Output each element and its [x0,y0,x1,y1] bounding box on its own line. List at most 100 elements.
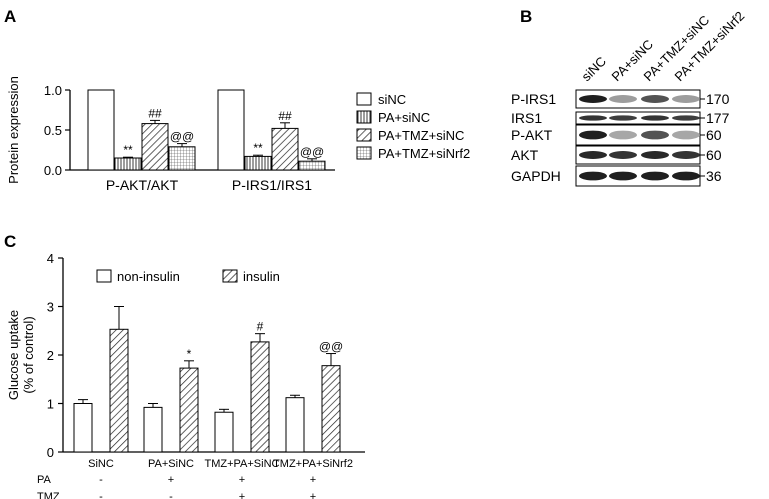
bar [87,89,115,171]
panel-letter-a: A [4,7,16,26]
legend-swatch [96,269,112,283]
bar [285,397,305,453]
y-axis-label-line1: Glucose uptake [6,310,21,400]
category-label: TMZ+PA+SiNrf2 [273,458,353,470]
condition-mark: + [239,491,245,499]
significance-label: @@ [170,130,194,144]
blot-band [609,171,637,181]
lane-label: siNC [579,54,610,85]
blot-band [641,171,669,181]
y-axis-label: Protein expression [6,76,21,184]
category-label: P-IRS1/IRS1 [232,177,312,193]
significance-label: # [257,320,264,334]
blot-band [672,130,700,140]
condition-mark: + [239,474,245,486]
significance-label: @@ [319,340,343,354]
condition-mark: - [99,474,103,486]
legend-swatch [356,92,372,106]
y-tick-label: 0 [47,445,54,460]
significance-label: ## [148,106,162,120]
panel-letter-c: C [4,232,16,251]
blot-band [672,151,700,159]
blot-row-label: IRS1 [511,110,542,126]
legend-label: PA+siNC [378,110,430,125]
bar [214,411,234,453]
significance-label: ## [278,109,292,123]
legend-swatch [356,128,372,142]
chart-c: 0 1 2 3 4 Glucose uptake (% of control) non-ins… [6,251,365,499]
blot-band [641,130,669,140]
blot-band [579,171,607,181]
legend-swatch [356,110,372,124]
blot-band [579,95,607,103]
chart-a-legend: siNC PA+siNC PA+TMZ+siNC PA+TMZ+siNrf2 [356,92,470,161]
blot-band [579,115,607,121]
y-axis-label-line2: (% of control) [21,316,36,393]
kda-label: 177 [706,110,730,126]
legend-swatch [222,269,238,283]
bar [250,341,270,453]
blot-row-label: AKT [511,147,539,163]
chart-a: 0.0 0.5 1.0 Protein expression ** ## @@ P-AKT/A… [6,76,335,193]
category-label: SiNC [88,458,114,470]
bar [298,160,326,171]
y-tick-label: 0.0 [44,163,62,178]
bar [179,367,199,453]
bar [271,127,299,171]
legend-label: insulin [243,269,280,284]
condition-mark: - [169,491,173,499]
legend-swatch [356,146,372,160]
blot-band [579,151,607,159]
condition-mark: + [310,491,316,499]
y-tick-label: 1 [47,397,54,412]
legend-label: PA+TMZ+siNrf2 [378,146,470,161]
bar [114,157,142,171]
y-tick-label: 1.0 [44,83,62,98]
category-label: P-AKT/AKT [106,177,179,193]
bar [73,403,93,453]
bar [244,155,272,171]
condition-label: PA [37,474,52,486]
kda-label: 36 [706,168,722,184]
blot-band [672,171,700,181]
blot-band [672,95,700,103]
blot-band [641,115,669,121]
blot-band [609,130,637,140]
blot-band [609,151,637,159]
bar [321,365,341,453]
panel-letter-b: B [520,7,532,26]
bar [168,146,196,171]
blot-band [609,95,637,103]
blot-row-label: GAPDH [511,168,561,184]
blot-band [579,130,607,140]
bar [217,89,245,171]
significance-label: * [187,347,192,361]
y-tick-label: 3 [47,300,54,315]
significance-label: @@ [300,145,324,159]
category-label: PA+SiNC [148,458,194,470]
legend-label: siNC [378,92,406,107]
significance-label: ** [253,141,263,155]
bar [141,123,169,171]
kda-label: 60 [706,147,722,163]
blot-row-label: P-IRS1 [511,91,556,107]
kda-label: 170 [706,91,730,107]
kda-label: 60 [706,127,722,143]
bar [109,328,129,453]
legend-label: non-insulin [117,269,180,284]
y-tick-label: 4 [47,251,54,266]
significance-label: ** [123,143,133,157]
blot-band [641,95,669,103]
condition-mark: + [310,474,316,486]
western-blot: siNC PA+siNCPA+TMZ+siNCPA+TMZ+siNrf2P-IRS… [511,8,747,187]
bar [143,406,163,453]
category-label: TMZ+PA+SiNC [205,458,280,470]
blot-band [609,115,637,121]
condition-mark: - [99,491,103,499]
blot-band [641,151,669,159]
legend-label: PA+TMZ+siNC [378,128,464,143]
condition-mark: + [168,474,174,486]
y-tick-label: 0.5 [44,123,62,138]
